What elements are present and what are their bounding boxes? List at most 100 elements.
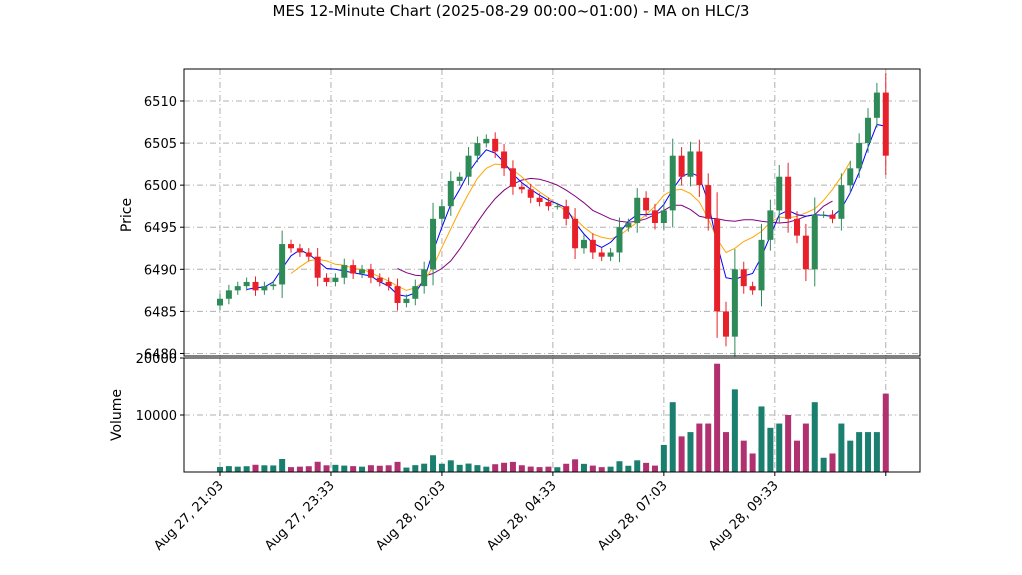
candle-body bbox=[634, 197, 641, 224]
volume-bar bbox=[350, 466, 357, 472]
candle-body bbox=[332, 277, 339, 282]
candle-body bbox=[279, 244, 286, 285]
volume-bar bbox=[341, 465, 348, 472]
volume-bar bbox=[536, 467, 543, 472]
candle-body bbox=[394, 286, 401, 303]
volume-bar bbox=[811, 402, 818, 472]
volume-bar bbox=[634, 460, 641, 472]
volume-bar bbox=[545, 466, 552, 472]
candle-body bbox=[474, 143, 481, 156]
volume-bar bbox=[243, 466, 250, 472]
candle-body bbox=[776, 176, 783, 211]
volume-bar bbox=[314, 461, 321, 472]
candle-body bbox=[518, 186, 525, 190]
candle-body bbox=[323, 277, 330, 282]
volume-bar bbox=[394, 461, 401, 472]
volume-bar bbox=[785, 415, 792, 472]
volume-bar bbox=[492, 464, 499, 472]
volume-bar bbox=[438, 463, 445, 472]
candle-body bbox=[572, 218, 579, 249]
volume-bar bbox=[332, 464, 339, 472]
candle-body bbox=[820, 214, 827, 216]
volume-bar bbox=[873, 432, 880, 472]
candle-body bbox=[359, 269, 366, 274]
candle-body bbox=[465, 155, 472, 177]
volume-y-tick-label: 10000 bbox=[136, 409, 177, 424]
price-grid bbox=[184, 69, 920, 356]
candle-body bbox=[616, 227, 623, 253]
candle-body bbox=[625, 223, 632, 228]
volume-bar bbox=[598, 467, 605, 472]
volume-bar bbox=[678, 436, 685, 472]
candle-body bbox=[536, 197, 543, 202]
volume-bar bbox=[660, 444, 667, 472]
volume-bar bbox=[643, 462, 650, 472]
price-y-tick-label: 6490 bbox=[144, 263, 177, 278]
candle-body bbox=[785, 176, 792, 219]
candle-body bbox=[598, 252, 605, 257]
candle-body bbox=[865, 117, 872, 144]
volume-bar bbox=[607, 466, 614, 472]
volume-bar bbox=[288, 467, 295, 472]
volume-bar bbox=[847, 440, 854, 472]
candle-body bbox=[856, 143, 863, 169]
candle-body bbox=[651, 210, 658, 224]
volume-bar bbox=[838, 423, 845, 472]
volume-bar bbox=[270, 465, 277, 472]
volume-bar bbox=[572, 459, 579, 472]
candle-body bbox=[403, 298, 410, 303]
candle-body bbox=[669, 155, 676, 211]
candle-body bbox=[563, 206, 570, 219]
volume-bar bbox=[367, 465, 374, 472]
volume-bar bbox=[234, 466, 241, 472]
candle-body bbox=[749, 286, 756, 291]
candle-body bbox=[643, 197, 650, 211]
candle-body bbox=[430, 218, 437, 270]
candle-body bbox=[243, 281, 250, 287]
candle-body bbox=[234, 286, 241, 291]
candle-body bbox=[385, 281, 392, 287]
volume-bar bbox=[430, 455, 437, 472]
volume-bar bbox=[412, 465, 419, 472]
candle-body bbox=[705, 185, 712, 219]
volume-bar bbox=[696, 423, 703, 472]
volume-y-axis: 10000 20000 bbox=[136, 352, 184, 424]
volume-bar bbox=[616, 461, 623, 472]
candle-body bbox=[217, 298, 223, 306]
candle-body bbox=[811, 214, 818, 270]
candle-body bbox=[580, 239, 587, 249]
volume-bar bbox=[651, 465, 658, 472]
candle-body bbox=[492, 138, 499, 152]
volume-y-tick-label: 20000 bbox=[136, 352, 177, 367]
candle-body bbox=[341, 265, 348, 278]
volume-bar bbox=[794, 440, 801, 472]
candle-body bbox=[687, 151, 694, 177]
candle-body bbox=[802, 235, 809, 270]
volume-bar bbox=[580, 463, 587, 472]
price-y-tick-label: 6485 bbox=[144, 305, 177, 320]
candle-body bbox=[527, 189, 534, 198]
volume-bar bbox=[403, 467, 410, 472]
volume-bar bbox=[554, 467, 561, 472]
candle-body bbox=[501, 151, 508, 169]
candle-body bbox=[873, 92, 880, 118]
volume-bar bbox=[625, 465, 632, 472]
candle-body bbox=[838, 185, 845, 219]
volume-bar bbox=[376, 465, 383, 472]
volume-bar bbox=[465, 463, 472, 472]
volume-bar bbox=[385, 465, 392, 472]
volume-bar bbox=[589, 465, 596, 472]
volume-bar bbox=[687, 432, 694, 472]
volume-bar bbox=[279, 459, 286, 472]
price-y-tick-label: 6510 bbox=[144, 95, 177, 110]
candlesticks bbox=[217, 73, 889, 357]
volume-bar bbox=[749, 453, 756, 472]
candle-body bbox=[305, 252, 312, 257]
candle-body bbox=[456, 176, 463, 181]
candle-body bbox=[545, 201, 552, 207]
volume-bars bbox=[217, 363, 889, 472]
volume-bar bbox=[722, 432, 729, 472]
price-y-axis: 6480 6485 6490 6495 6500 6505 6510 bbox=[144, 95, 184, 362]
